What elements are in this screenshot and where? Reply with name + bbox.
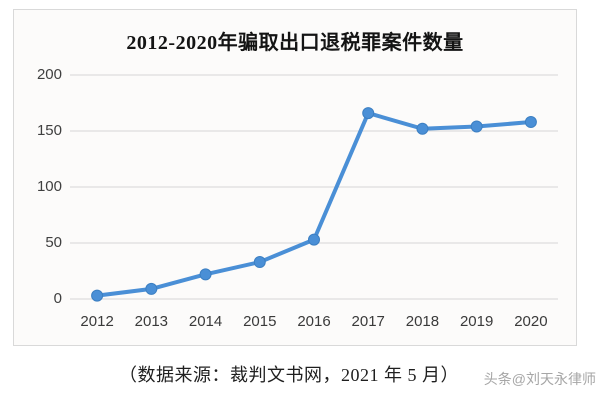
x-tick-label: 2013: [134, 313, 169, 330]
x-tick-label: 2014: [188, 313, 223, 330]
x-tick-label: 2012: [80, 313, 114, 330]
chart-title: 2012-2020年骗取出口退税罪案件数量: [126, 32, 464, 54]
watermark: 头条@刘天永律师: [483, 371, 596, 387]
x-tick-label: 2016: [297, 313, 331, 330]
y-tick-label: 150: [36, 122, 62, 139]
x-tick-label: 2018: [405, 313, 440, 330]
y-tick-label: 0: [53, 290, 62, 307]
y-tick-label: 200: [36, 66, 62, 83]
x-tick-label: 2019: [459, 313, 494, 330]
x-tick-label: 2017: [351, 313, 385, 330]
y-tick-label: 50: [45, 234, 62, 251]
x-tick-label: 2015: [243, 313, 277, 330]
x-tick-label: 2020: [514, 313, 548, 330]
source-caption: （数据来源：裁判文书网，2021 年 5 月）: [119, 365, 459, 385]
y-tick-label: 100: [36, 178, 62, 195]
chart-frame: 2012-2020年骗取出口退税罪案件数量: [13, 9, 577, 346]
